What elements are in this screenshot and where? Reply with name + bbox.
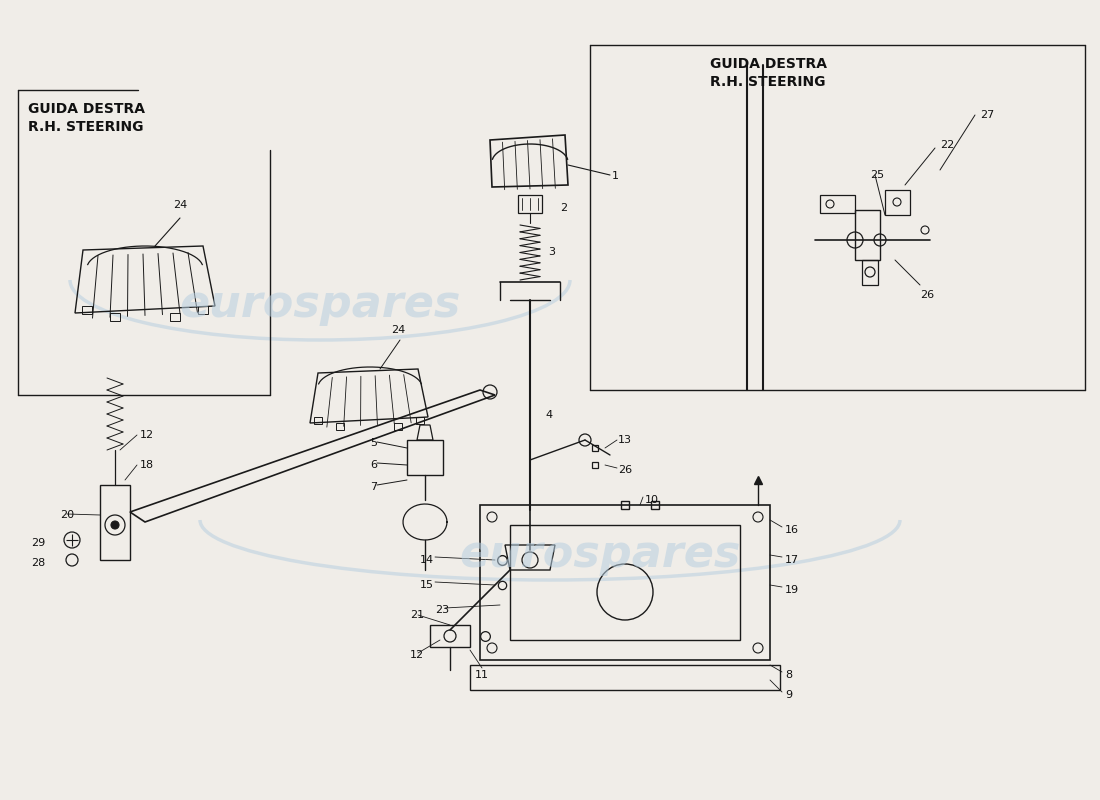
Bar <box>394 423 402 430</box>
Bar <box>416 417 424 424</box>
Text: 19: 19 <box>785 585 799 595</box>
Text: 26: 26 <box>920 290 934 300</box>
Text: 25: 25 <box>870 170 884 180</box>
Text: 15: 15 <box>420 580 434 590</box>
Text: 11: 11 <box>475 670 490 680</box>
Circle shape <box>111 521 119 529</box>
Bar <box>886 190 910 215</box>
Bar <box>82 306 92 314</box>
Bar <box>820 195 855 213</box>
Text: 26: 26 <box>618 465 632 475</box>
Text: GUIDA DESTRA
R.H. STEERING: GUIDA DESTRA R.H. STEERING <box>710 57 827 90</box>
Bar <box>314 417 322 424</box>
Bar <box>336 423 344 430</box>
Text: 10: 10 <box>645 495 659 505</box>
Text: 12: 12 <box>410 650 425 660</box>
Text: 16: 16 <box>785 525 799 535</box>
Text: 6: 6 <box>370 460 377 470</box>
Text: GUIDA DESTRA
R.H. STEERING: GUIDA DESTRA R.H. STEERING <box>28 102 145 134</box>
Text: 9: 9 <box>785 690 792 700</box>
Bar <box>110 313 120 321</box>
Bar <box>480 505 770 660</box>
Text: 3: 3 <box>548 247 556 257</box>
Bar <box>407 440 443 475</box>
Text: 18: 18 <box>140 460 154 470</box>
Text: 20: 20 <box>60 510 74 520</box>
Text: 8: 8 <box>785 670 792 680</box>
Text: eurospares: eurospares <box>460 534 740 577</box>
Bar <box>430 625 470 647</box>
Text: 27: 27 <box>980 110 994 120</box>
Bar <box>470 665 780 690</box>
Text: 22: 22 <box>940 140 955 150</box>
Text: 2: 2 <box>560 203 568 213</box>
Bar <box>170 313 180 321</box>
Text: 7: 7 <box>370 482 377 492</box>
Text: 17: 17 <box>785 555 799 565</box>
Bar <box>198 306 208 314</box>
Text: 24: 24 <box>173 200 187 210</box>
Bar <box>510 525 740 640</box>
Text: 5: 5 <box>370 438 377 448</box>
Text: 28: 28 <box>31 558 45 568</box>
Text: 14: 14 <box>420 555 434 565</box>
Text: 24: 24 <box>390 325 405 335</box>
Bar <box>518 195 542 213</box>
Text: 1: 1 <box>612 171 619 181</box>
Text: 23: 23 <box>434 605 449 615</box>
Text: 21: 21 <box>410 610 425 620</box>
Text: eurospares: eurospares <box>179 283 461 326</box>
Bar <box>862 260 878 285</box>
Text: 29: 29 <box>31 538 45 548</box>
Text: 12: 12 <box>140 430 154 440</box>
Text: 4: 4 <box>544 410 552 420</box>
Text: 13: 13 <box>618 435 632 445</box>
